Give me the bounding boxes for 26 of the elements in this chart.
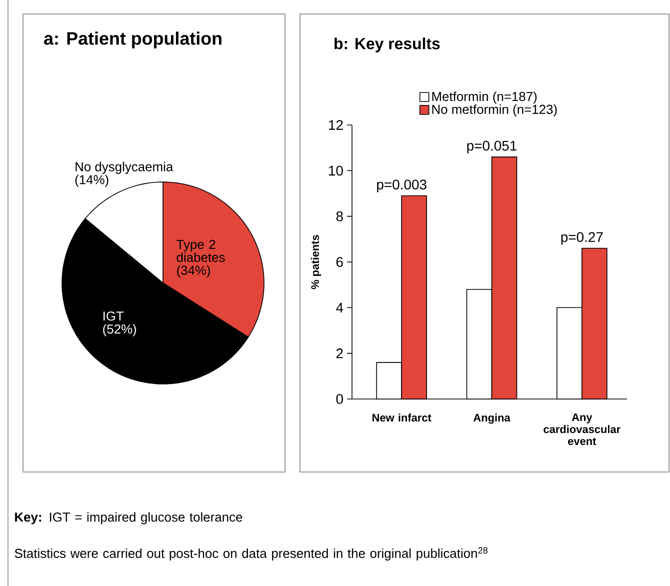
slice-label: IGT: [104, 312, 124, 321]
y-tick-label: 4: [336, 302, 344, 312]
legend-label: No metformin (n=123): [432, 104, 557, 117]
x-tick-label: Angina: [473, 414, 510, 424]
y-tick-label: 10: [329, 166, 343, 176]
x-tick-label: New infarct: [372, 414, 432, 422]
data-label: (52%): [103, 324, 136, 336]
chart-title: b: Key results: [334, 38, 440, 52]
annotation: p=0.003: [377, 180, 426, 192]
text: Statistics were carried out post-hoc on data presented in the original publication$^{28}$: [14, 547, 488, 561]
x-tick-label: Any cardiovascular event: [544, 414, 620, 446]
data-label: (14%): [75, 174, 108, 187]
text: Key: IGT = impaired glucose tolerance: [15, 512, 242, 524]
chart-title: a: Patient population: [44, 32, 222, 48]
y-tick-label: 6: [336, 257, 343, 267]
legend-label: Metformin (n=187): [432, 92, 537, 104]
slice-label: Type 2 diabetes: [176, 240, 225, 262]
annotation: p=0.051: [467, 140, 516, 154]
y-tick-label: 2: [336, 348, 343, 358]
y-tick-label: 12: [329, 120, 343, 130]
y-tick-label: 0: [336, 394, 343, 404]
annotation: p=0.27: [561, 232, 603, 245]
data-label: (34%): [177, 265, 210, 278]
slice-label: No dysglycaemia: [76, 162, 174, 174]
y-tick-label: 8: [336, 211, 343, 222]
y-axis-title: % patients: [310, 235, 322, 290]
